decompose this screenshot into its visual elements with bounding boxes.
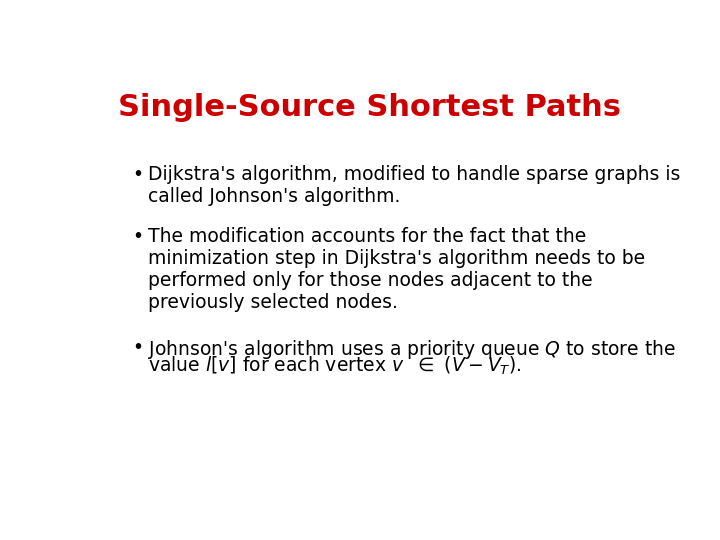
Text: Single-Source Shortest Paths: Single-Source Shortest Paths — [117, 93, 621, 122]
Text: value $l[v]$ for each vertex $v$  $\in$ $(V - V_T)$.: value $l[v]$ for each vertex $v$ $\in$ $… — [148, 355, 522, 377]
Text: Johnson's algorithm uses a priority queue $Q$ to store the: Johnson's algorithm uses a priority queu… — [148, 338, 676, 361]
Text: •: • — [132, 165, 144, 184]
Text: Dijkstra's algorithm, modified to handle sparse graphs is
called Johnson's algor: Dijkstra's algorithm, modified to handle… — [148, 165, 680, 206]
Text: •: • — [132, 338, 144, 357]
Text: •: • — [132, 226, 144, 246]
Text: The modification accounts for the fact that the
minimization step in Dijkstra's : The modification accounts for the fact t… — [148, 226, 645, 312]
